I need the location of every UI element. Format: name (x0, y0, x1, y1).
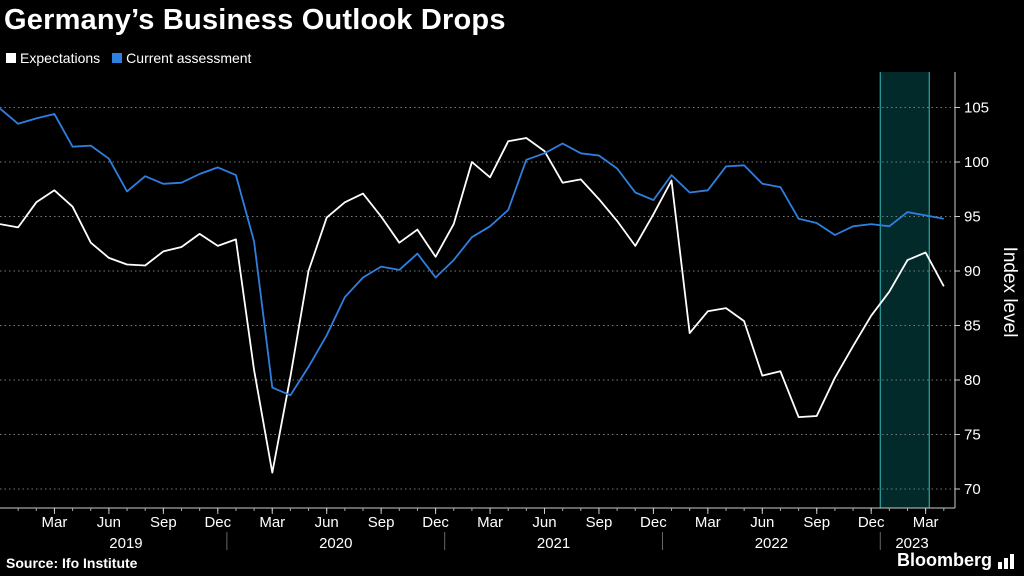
y-tick-label-100: 100 (964, 154, 989, 171)
highlight-band (880, 72, 930, 508)
legend-label-expectations: Expectations (20, 50, 101, 66)
x-tick-label-mar-0: Mar (42, 514, 68, 531)
y-tick-label-90: 90 (964, 263, 981, 280)
bloomberg-logo-icon (998, 554, 1014, 569)
x-tick-label-mar-4: Mar (259, 514, 285, 531)
chart-title: Germany’s Business Outlook Drops (4, 4, 506, 36)
y-tick-label-80: 80 (964, 372, 981, 389)
x-tick-label-dec-11: Dec (640, 514, 667, 531)
x-tick-label-dec-3: Dec (204, 514, 231, 531)
y-tick-label-75: 75 (964, 427, 981, 444)
legend-item-expectations: Expectations (6, 50, 100, 66)
y-tick-label-85: 85 (964, 318, 981, 335)
y-tick-label-70: 70 (964, 481, 981, 498)
x-tick-label-mar-8: Mar (477, 514, 503, 531)
series-line-expectations (0, 137, 945, 474)
y-axis-label: Index level (999, 247, 1020, 338)
year-label-2019: 2019 (109, 535, 142, 552)
legend-swatch-expectations (6, 53, 16, 63)
x-tick-label-dec-7: Dec (422, 514, 449, 531)
x-tick-label-sep-10: Sep (586, 514, 613, 531)
x-tick-label-sep-14: Sep (803, 514, 830, 531)
x-tick-label-dec-15: Dec (858, 514, 885, 531)
x-tick-label-mar-12: Mar (695, 514, 721, 531)
series-line-current-assessment (0, 107, 944, 397)
y-tick-label-95: 95 (964, 209, 981, 226)
brand-name: Bloomberg (896, 550, 992, 570)
x-tick-label-jun-9: Jun (532, 514, 556, 531)
x-tick-label-sep-2: Sep (150, 514, 177, 531)
legend-label-current-assessment: Current assessment (126, 50, 252, 66)
x-tick-label-jun-13: Jun (750, 514, 774, 531)
x-tick-label-jun-5: Jun (315, 514, 339, 531)
x-tick-label-jun-1: Jun (97, 514, 121, 531)
year-label-2021: 2021 (537, 535, 570, 552)
legend-item-current-assessment: Current assessment (112, 50, 251, 66)
x-tick-label-mar-16: Mar (913, 514, 939, 531)
legend-swatch-current-assessment (112, 53, 123, 63)
legend: Expectations Current assessment (6, 50, 251, 66)
x-tick-label-sep-6: Sep (368, 514, 395, 531)
year-label-2023: 2023 (895, 535, 928, 552)
year-label-2022: 2022 (755, 535, 788, 552)
source-note: Source: Ifo Institute (6, 555, 138, 571)
y-tick-label-105: 105 (964, 100, 989, 117)
year-label-2020: 2020 (319, 535, 352, 552)
